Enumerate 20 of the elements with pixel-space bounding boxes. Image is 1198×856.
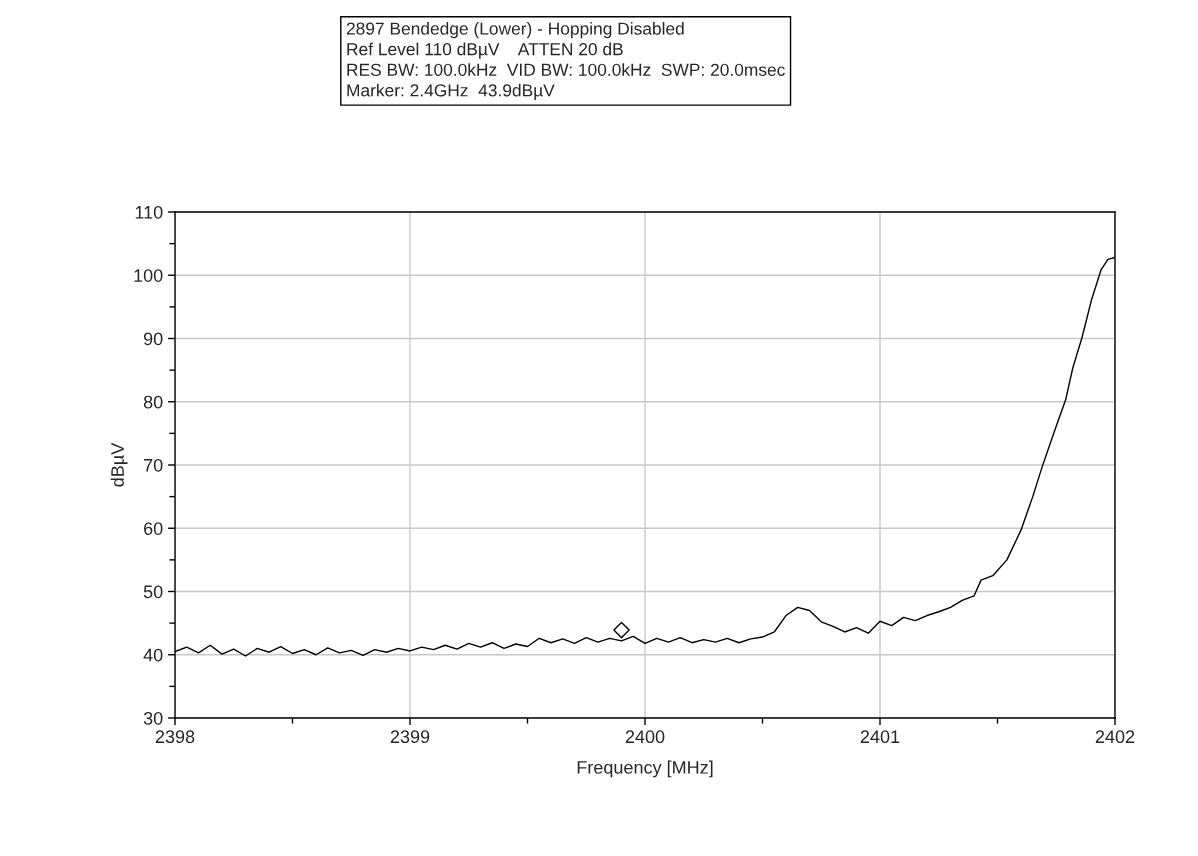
y-tick-label: 110 <box>135 205 163 219</box>
y-axis-title: dBµV <box>110 442 128 487</box>
y-tick-label: 70 <box>144 458 163 472</box>
text: Ref Level 110 dBµV ATTEN 20 dB <box>347 42 623 59</box>
y-tick-label: 80 <box>143 395 163 409</box>
y-tick-label: 60 <box>144 522 163 535</box>
y-tick-label: 30 <box>143 711 163 725</box>
x-tick-label: 2402 <box>1095 730 1135 744</box>
y-tick-label: 50 <box>143 585 163 599</box>
x-tick-label: 2400 <box>625 730 665 744</box>
x-tick-label: 2398 <box>155 730 195 744</box>
x-axis-title: Frequency [MHz] <box>577 760 713 778</box>
chart-title: 2897 Bendedge (Lower) - Hopping Disabled <box>346 22 684 39</box>
x-tick-label: 2401 <box>860 730 900 744</box>
y-tick-label: 100 <box>134 269 163 282</box>
text: Marker: 2.4GHz 43.9dBµV <box>347 83 555 100</box>
y-tick-label: 40 <box>143 648 163 662</box>
x-tick-label: 2399 <box>390 730 430 744</box>
y-tick-label: 90 <box>143 332 163 346</box>
text: RES BW: 100.0kHz VID BW: 100.0kHz SWP: 20.0msec <box>347 63 785 76</box>
